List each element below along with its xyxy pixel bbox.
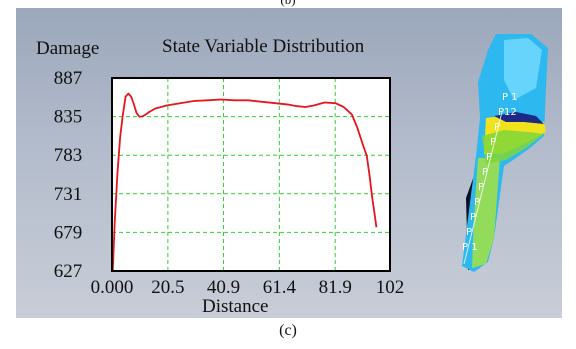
x-axis-label: Distance	[202, 296, 268, 317]
plot-area	[112, 78, 390, 271]
y-axis-label: Damage	[36, 38, 99, 59]
y-tick-label: 679	[54, 222, 83, 243]
model-stem-highlight	[472, 158, 500, 268]
y-tick-label: 783	[54, 145, 83, 166]
bottom-caption: (c)	[279, 322, 297, 339]
probe-label: P	[470, 212, 476, 223]
plot-frame	[111, 77, 391, 272]
x-tick-label: 102	[376, 277, 405, 298]
probe-label: P	[486, 152, 492, 163]
model-top-light	[504, 38, 542, 100]
x-tick-label: 20.5	[151, 277, 184, 298]
y-tick-label: 627	[54, 261, 83, 282]
probe-label: P	[474, 197, 480, 208]
x-tick-label: 0.000	[91, 277, 134, 298]
y-tick-label: 887	[54, 68, 83, 89]
top-caption: (b)	[0, 0, 576, 8]
probe-label: P	[494, 122, 500, 133]
y-tick-label: 731	[54, 184, 83, 205]
x-tick-label: 61.4	[263, 277, 297, 298]
model-rim-dark	[494, 112, 544, 124]
curve-layer	[111, 92, 378, 271]
x-tick-label: 40.9	[207, 277, 240, 298]
y-tick-label: 835	[54, 107, 83, 128]
probe-label: P 1	[462, 242, 478, 253]
probe-label: P12	[498, 107, 517, 118]
visualization-panel: Damage State Variable Distribution Dista…	[16, 8, 562, 318]
probe-label: P	[466, 227, 472, 238]
x-tick-label: 81.9	[319, 277, 352, 298]
probe-label: P	[490, 137, 496, 148]
model-band-green	[482, 130, 544, 164]
grid-lines	[112, 78, 390, 271]
model-edge-line	[463, 111, 503, 265]
probe-label: P 1	[502, 92, 518, 103]
chart-title: State Variable Distribution	[162, 36, 365, 57]
probe-label: P	[478, 182, 484, 193]
damage-chart: Damage State Variable Distribution Dista…	[36, 34, 548, 317]
probe-label: P	[482, 167, 488, 178]
damage-curve	[111, 92, 378, 271]
tick-labels: 0.000 20.5 40.9 61.4 81.9 102 627 679 731 783 835 8…	[54, 68, 405, 298]
